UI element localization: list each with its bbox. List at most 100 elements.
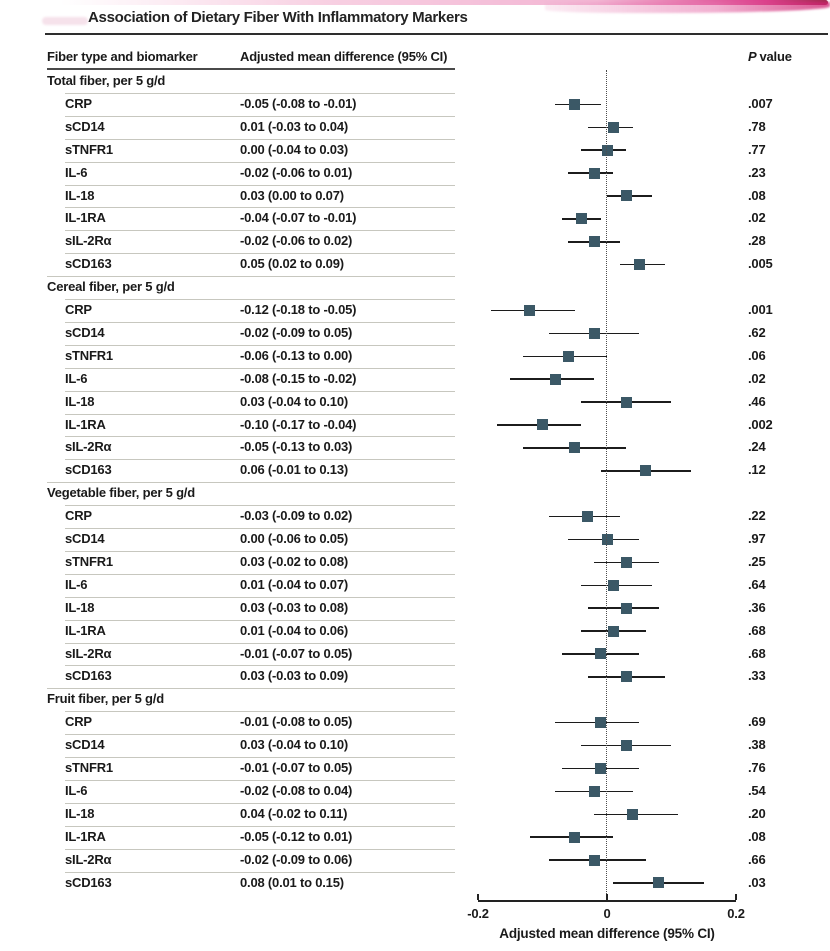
biomarker-label: sCD163: [65, 668, 112, 684]
biomarker-label: sCD14: [65, 737, 105, 753]
biomarker-label: sCD163: [65, 874, 112, 890]
p-value: .007: [748, 95, 773, 111]
estimate-ci-text: -0.05 (-0.08 to -0.01): [240, 95, 357, 111]
biomarker-label: sTNFR1: [65, 347, 113, 363]
forest-marker: [620, 671, 632, 683]
x-axis-tick-label: 0: [603, 906, 611, 921]
estimate-ci-text: -0.01 (-0.08 to 0.05): [240, 714, 353, 730]
estimate-ci-text: -0.10 (-0.17 to -0.04): [240, 416, 357, 432]
p-value: .002: [748, 416, 773, 432]
biomarker-label: CRP: [65, 302, 92, 317]
x-axis-title: Adjusted mean difference (95% CI): [499, 926, 715, 941]
biomarker-label: IL-6: [65, 164, 88, 180]
row-separator: [65, 757, 455, 758]
p-value: .76: [748, 760, 766, 775]
estimate-ci-text: -0.01 (-0.07 to 0.05): [240, 645, 353, 661]
forest-marker: [620, 190, 632, 202]
estimate-ci-text: 0.01 (-0.04 to 0.07): [240, 576, 348, 592]
forest-marker: [620, 602, 632, 614]
column-header-biomarker: Fiber type and biomarker: [47, 49, 198, 64]
estimate-ci-text: 0.01 (-0.03 to 0.04): [240, 118, 348, 134]
biomarker-label: IL-18: [65, 599, 95, 615]
forest-marker: [562, 350, 574, 362]
decorative-banner-streak: [60, 0, 828, 5]
estimate-ci-text: -0.01 (-0.07 to 0.05): [240, 760, 353, 775]
row-separator: [65, 528, 455, 529]
biomarker-label: IL-1RA: [65, 210, 106, 226]
p-value: .46: [748, 393, 766, 409]
x-axis-line: [478, 900, 736, 902]
row-separator: [65, 344, 455, 346]
p-value: .66: [748, 851, 766, 867]
forest-marker: [569, 98, 581, 110]
row-separator: [65, 230, 455, 232]
biomarker-label: IL-18: [65, 393, 95, 409]
estimate-ci-text: 0.00 (-0.06 to 0.05): [240, 531, 348, 546]
forest-marker: [595, 717, 607, 729]
biomarker-label: sCD163: [65, 256, 112, 272]
p-value: .005: [748, 256, 773, 272]
decorative-smudge: [42, 17, 88, 25]
estimate-ci-text: 0.03 (-0.03 to 0.08): [240, 599, 348, 615]
forest-marker: [595, 648, 607, 660]
p-value: .02: [748, 370, 766, 386]
forest-marker: [620, 556, 632, 568]
biomarker-label: sIL-2Rα: [65, 233, 112, 249]
forest-marker: [640, 465, 652, 477]
biomarker-label: IL-1RA: [65, 622, 106, 638]
row-separator: [65, 459, 455, 461]
estimate-ci-text: -0.02 (-0.06 to 0.02): [240, 233, 353, 249]
forest-marker: [627, 808, 639, 820]
row-separator: [65, 596, 455, 598]
p-value: .36: [748, 599, 766, 615]
forest-marker: [653, 877, 665, 889]
forest-marker: [575, 213, 587, 225]
estimate-ci-text: 0.03 (-0.02 to 0.08): [240, 553, 348, 569]
figure-title: Association of Dietary Fiber With Inflam…: [88, 9, 468, 26]
p-value: .25: [748, 553, 766, 569]
estimate-ci-text: 0.06 (-0.01 to 0.13): [240, 462, 348, 478]
biomarker-label: sIL-2Rα: [65, 439, 112, 455]
biomarker-label: sCD14: [65, 531, 105, 546]
decorative-banner-swoosh: [545, 2, 830, 13]
p-value: .28: [748, 233, 766, 249]
estimate-ci-text: -0.02 (-0.09 to 0.06): [240, 851, 353, 867]
biomarker-label: IL-1RA: [65, 416, 106, 432]
biomarker-label: sIL-2Rα: [65, 851, 112, 867]
estimate-ci-text: -0.02 (-0.08 to 0.04): [240, 782, 353, 798]
x-axis-tick-label: -0.2: [467, 906, 489, 921]
estimate-ci-text: 0.08 (0.01 to 0.15): [240, 874, 344, 890]
forest-marker: [607, 579, 619, 591]
estimate-ci-text: -0.06 (-0.13 to 0.00): [240, 347, 353, 363]
p-value: .03: [748, 874, 766, 890]
row-separator: [65, 207, 455, 209]
p-value: .08: [748, 187, 766, 203]
estimate-ci-text: -0.05 (-0.13 to 0.03): [240, 439, 353, 455]
row-separator: [65, 619, 455, 621]
row-separator: [65, 848, 455, 850]
forest-marker: [588, 236, 600, 248]
row-separator: [65, 802, 455, 804]
p-value: .97: [748, 531, 766, 546]
biomarker-label: CRP: [65, 95, 92, 111]
forest-marker: [633, 259, 645, 271]
p-value: .62: [748, 324, 766, 340]
p-value: .23: [748, 164, 766, 180]
row-separator: [65, 711, 455, 713]
biomarker-label: sTNFR1: [65, 760, 113, 775]
forest-marker: [524, 304, 536, 316]
row-separator: [65, 299, 455, 300]
estimate-ci-text: -0.08 (-0.15 to -0.02): [240, 370, 357, 386]
row-separator: [65, 642, 455, 644]
group-header: Vegetable fiber, per 5 g/d: [47, 485, 195, 501]
row-separator: [65, 367, 455, 369]
p-value: .08: [748, 828, 766, 844]
x-axis-tick: [735, 894, 737, 900]
biomarker-label: IL-1RA: [65, 828, 106, 844]
row-separator: [65, 779, 455, 781]
p-value: .06: [748, 347, 766, 363]
forest-marker: [595, 762, 607, 774]
row-separator: [47, 276, 455, 278]
